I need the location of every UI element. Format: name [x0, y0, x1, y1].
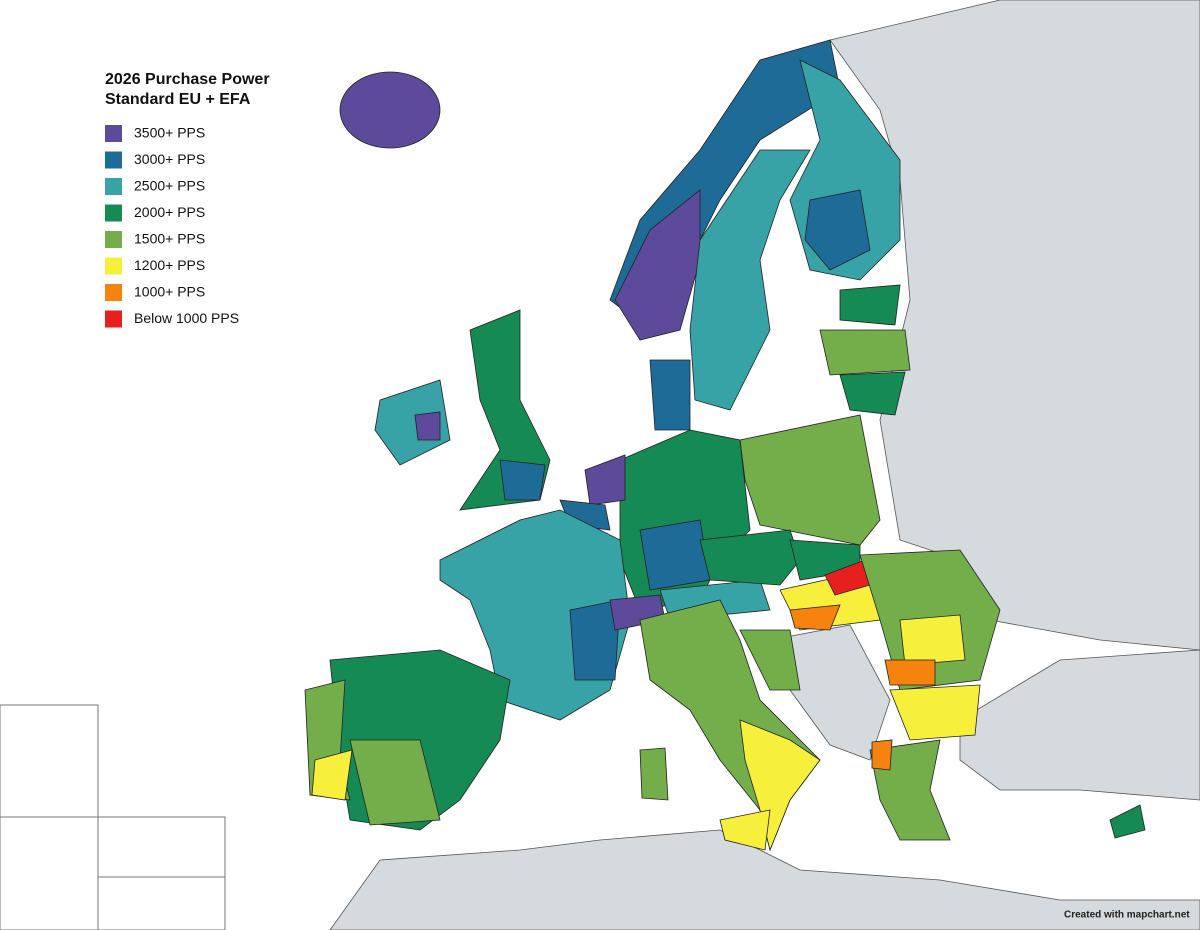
region — [311, 749, 353, 801]
region — [499, 459, 546, 501]
region — [414, 411, 441, 441]
inset-frame — [0, 816, 99, 930]
legend-swatch — [105, 284, 122, 301]
region — [839, 371, 906, 416]
legend-swatch — [105, 125, 122, 142]
legend-swatch — [105, 257, 122, 275]
region — [739, 629, 801, 691]
inset-frame — [97, 876, 226, 930]
legend-label: 3000+ PPS — [134, 151, 205, 167]
region — [839, 284, 901, 326]
region — [1109, 804, 1146, 839]
region — [739, 719, 821, 852]
region — [719, 809, 771, 851]
region — [689, 149, 811, 411]
region — [889, 684, 981, 741]
legend-label: 2500+ PPS — [134, 178, 205, 194]
insets — [0, 704, 226, 930]
region — [899, 614, 966, 666]
region — [639, 747, 669, 801]
region — [819, 329, 911, 376]
region — [871, 739, 893, 771]
region — [374, 379, 451, 466]
region — [349, 739, 441, 826]
legend-label: 3500+ PPS — [134, 125, 205, 141]
legend-swatch — [105, 310, 122, 328]
legend-label: 1200+ PPS — [134, 257, 205, 273]
legend-swatch — [105, 178, 122, 195]
legend-label: 1000+ PPS — [134, 284, 205, 300]
credit: Created with mapchart.net — [1064, 910, 1190, 921]
legend-label: Below 1000 PPS — [134, 310, 239, 326]
legend-swatch — [105, 151, 122, 169]
region — [884, 659, 936, 686]
non-member-land — [329, 0, 1200, 930]
region — [789, 604, 841, 631]
land — [829, 0, 1200, 651]
region — [639, 519, 711, 591]
region — [649, 359, 691, 431]
land — [959, 649, 1200, 801]
legend-swatch — [105, 204, 122, 222]
inset-frame — [0, 704, 99, 818]
regions — [304, 39, 1146, 852]
legend-swatch — [105, 231, 122, 248]
legend-label: 2000+ PPS — [134, 204, 205, 220]
region — [569, 599, 621, 681]
legend: 3500+ PPS 3000+ PPS 2500+ PPS 2000+ PPS 1500… — [105, 125, 239, 328]
land — [329, 829, 1200, 930]
legend-label: 1500+ PPS — [134, 231, 205, 247]
region — [339, 71, 441, 149]
region — [739, 414, 881, 546]
map-title: 2026 Purchase Power Standard EU + EFA — [105, 71, 270, 108]
region — [699, 529, 801, 586]
region — [804, 189, 871, 271]
inset-frame — [97, 816, 226, 878]
region — [584, 454, 626, 506]
